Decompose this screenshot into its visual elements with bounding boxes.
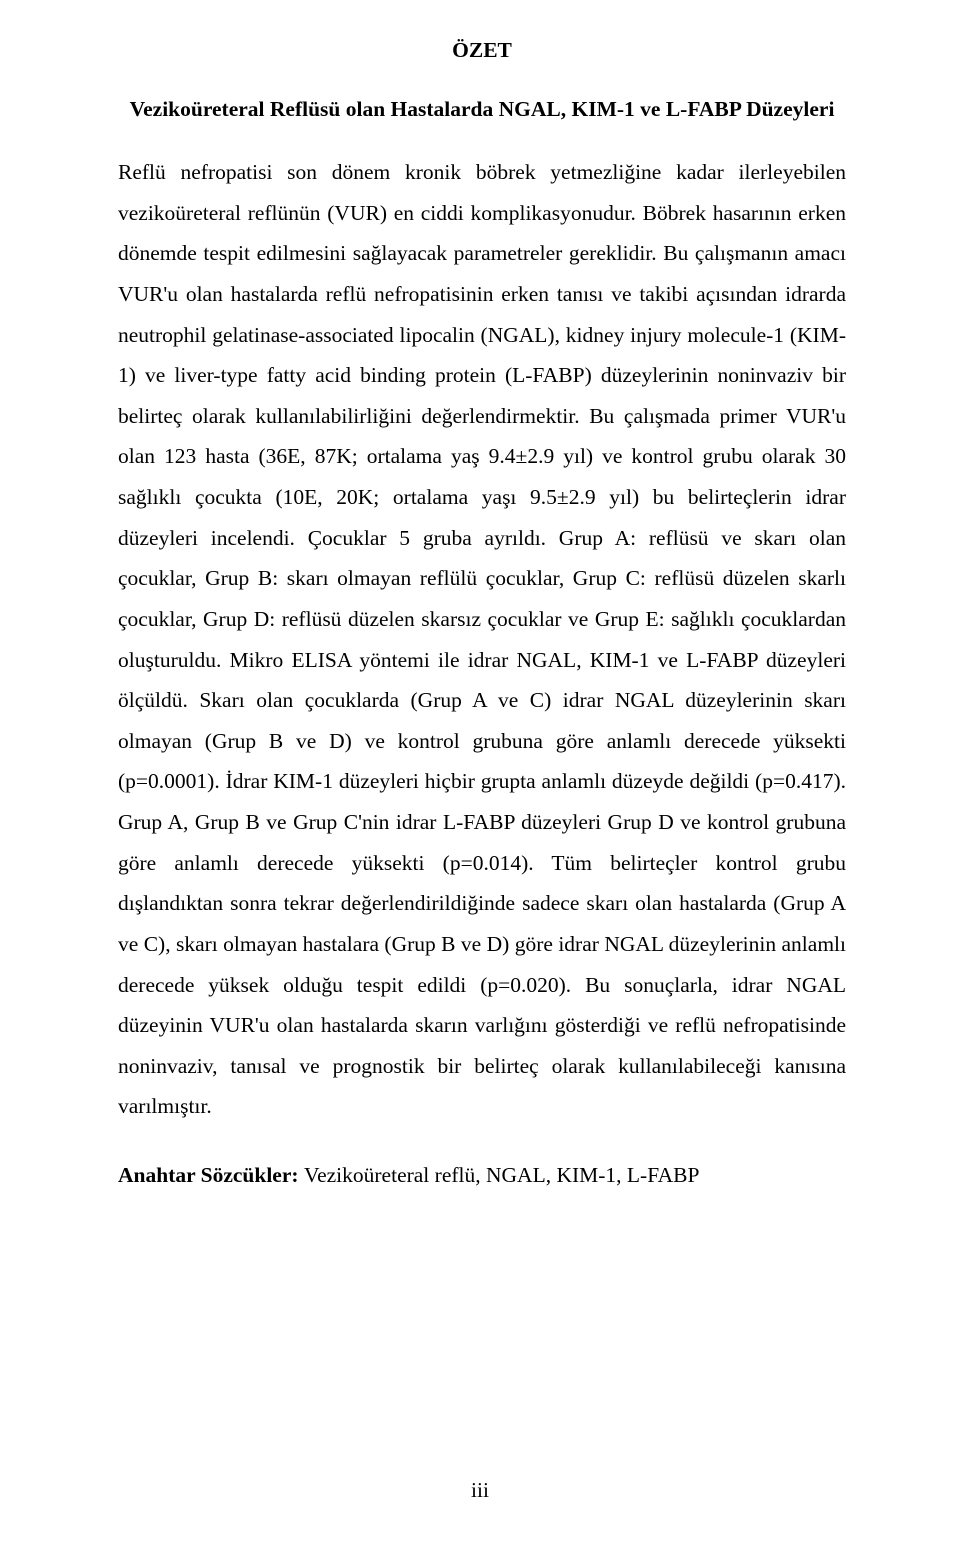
section-heading: ÖZET [118,38,846,63]
keywords-line: Anahtar Sözcükler: Vezikoüreteral reflü,… [118,1155,846,1196]
page-number: iii [0,1478,960,1503]
keywords-value: Vezikoüreteral reflü, NGAL, KIM-1, L-FAB… [304,1163,699,1187]
keywords-label: Anahtar Sözcükler: [118,1163,304,1187]
abstract-body: Reflü nefropatisi son dönem kronik böbre… [118,152,846,1127]
section-subheading: Vezikoüreteral Reflüsü olan Hastalarda N… [118,97,846,122]
document-page: ÖZET Vezikoüreteral Reflüsü olan Hastala… [0,0,960,1565]
